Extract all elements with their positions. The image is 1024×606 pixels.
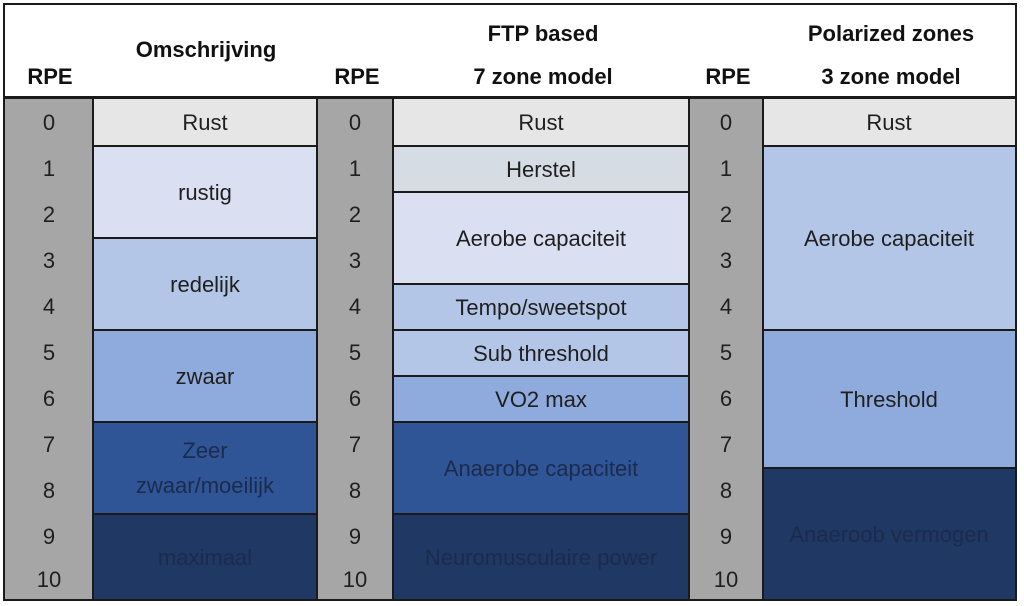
column-divider <box>762 99 764 599</box>
zone-table: RPE Omschrijving RPE FTP based 7 zone mo… <box>3 3 1017 601</box>
rpe-value: 9 <box>719 523 733 549</box>
header-divider <box>5 96 1015 99</box>
rpe-value: 5 <box>42 339 56 365</box>
rpe-value: 8 <box>719 477 733 503</box>
column-divider <box>92 99 94 599</box>
rpe-value: 6 <box>42 385 56 411</box>
rpe-value: 10 <box>713 566 739 592</box>
ftp-herstel: Herstel <box>393 145 689 191</box>
omschrijving-rustig: rustig <box>93 145 317 237</box>
ftp-rust: Rust <box>393 99 689 145</box>
rpe-value: 9 <box>42 523 56 549</box>
rpe-value: 0 <box>42 109 56 135</box>
omschrijving-zeer-line2: zwaar/moeilijk <box>135 473 275 498</box>
rpe-value: 2 <box>348 201 362 227</box>
omschrijving-maximaal: maximaal <box>93 513 317 599</box>
pol-anaeroob-vermogen: Anaeroob vermogen <box>763 467 1015 599</box>
omschrijving-rust: Rust <box>93 99 317 145</box>
rpe-value: 1 <box>348 155 362 181</box>
header-rpe-1: RPE <box>27 64 73 89</box>
column-divider <box>392 99 394 599</box>
ftp-anaerobe-capaciteit: Anaerobe capaciteit <box>393 421 689 513</box>
rpe-value: 1 <box>42 155 56 181</box>
rpe-value: 6 <box>719 385 733 411</box>
omschrijving-redelijk: redelijk <box>93 237 317 329</box>
column-divider <box>316 99 318 599</box>
header-omschrijving: Omschrijving <box>135 37 277 62</box>
rpe-value: 3 <box>719 247 733 273</box>
header-rpe-3: RPE <box>705 64 751 89</box>
omschrijving-zeer-zwaar: Zeer zwaar/moeilijk <box>93 421 317 513</box>
rpe-value: 1 <box>719 155 733 181</box>
rpe-value: 9 <box>348 523 362 549</box>
rpe-value: 10 <box>36 566 62 592</box>
rpe-value: 3 <box>348 247 362 273</box>
rpe-value: 8 <box>348 477 362 503</box>
rpe-value: 4 <box>42 293 56 319</box>
ftp-tempo-sweetspot: Tempo/sweetspot <box>393 283 689 329</box>
rpe-column-3 <box>689 99 763 599</box>
header-pol-line1: Polarized zones <box>807 21 975 46</box>
header-rpe-2: RPE <box>334 64 380 89</box>
rpe-value: 7 <box>42 431 56 457</box>
header-pol-line2: 3 zone model <box>821 64 961 89</box>
ftp-aerobe-capaciteit: Aerobe capaciteit <box>393 191 689 283</box>
header-ftp-line2: 7 zone model <box>473 64 613 89</box>
pol-rust: Rust <box>763 99 1015 145</box>
rpe-value: 5 <box>348 339 362 365</box>
rpe-value: 3 <box>42 247 56 273</box>
rpe-value: 0 <box>348 109 362 135</box>
ftp-sub-threshold: Sub threshold <box>393 329 689 375</box>
column-divider <box>688 99 690 599</box>
omschrijving-zeer-line1: Zeer <box>182 437 228 463</box>
rpe-value: 2 <box>42 201 56 227</box>
rpe-value: 8 <box>42 477 56 503</box>
rpe-value: 4 <box>719 293 733 319</box>
omschrijving-zwaar: zwaar <box>93 329 317 421</box>
pol-aerobe-capaciteit: Aerobe capaciteit <box>763 145 1015 329</box>
rpe-value: 5 <box>719 339 733 365</box>
ftp-neuromusculaire-power: Neuromusculaire power <box>393 513 689 599</box>
rpe-column-2 <box>317 99 393 599</box>
rpe-value: 4 <box>348 293 362 319</box>
ftp-vo2-max: VO2 max <box>393 375 689 421</box>
rpe-value: 6 <box>348 385 362 411</box>
rpe-value: 10 <box>342 566 368 592</box>
rpe-column-1 <box>5 99 93 599</box>
rpe-value: 7 <box>348 431 362 457</box>
rpe-value: 2 <box>719 201 733 227</box>
pol-threshold: Threshold <box>763 329 1015 467</box>
header-ftp-line1: FTP based <box>487 21 599 46</box>
rpe-value: 7 <box>719 431 733 457</box>
rpe-value: 0 <box>719 109 733 135</box>
